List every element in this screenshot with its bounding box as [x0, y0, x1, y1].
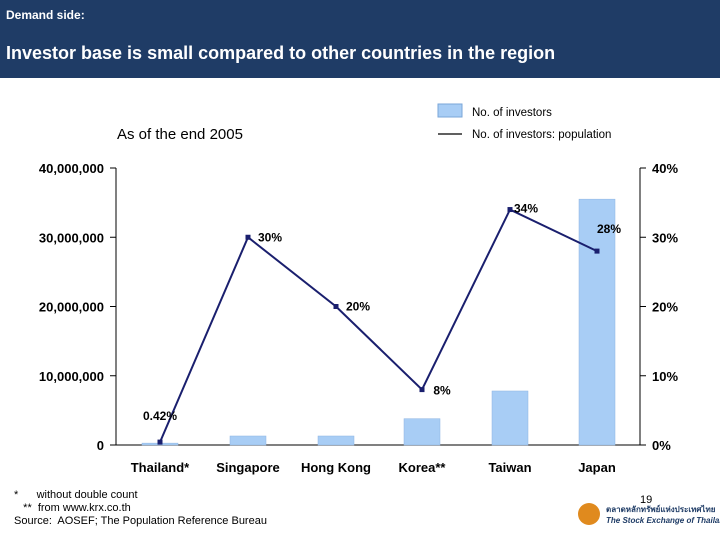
right-axis-tick-label: 0% — [652, 438, 671, 453]
title-banner: Demand side: Investor base is small comp… — [0, 0, 720, 78]
left-axis-tick-label: 40,000,000 — [39, 161, 104, 176]
page-number: 19 — [640, 494, 653, 506]
line-point — [507, 207, 513, 213]
category-label: Korea** — [399, 460, 447, 475]
line-point — [419, 387, 425, 393]
line-data-label: 34% — [514, 202, 538, 216]
set-logo-emblem — [578, 503, 600, 525]
bar — [229, 435, 267, 446]
line-point — [333, 304, 339, 309]
right-axis-tick-label: 40% — [652, 161, 678, 176]
footnote-1: * without double count — [14, 489, 138, 501]
chart-subtitle: As of the end 2005 — [117, 126, 243, 143]
category-label: Taiwan — [488, 460, 531, 475]
footnotes: * without double count ** from www.krx.c… — [14, 489, 267, 528]
legend-line-label: No. of investors: population — [472, 129, 611, 141]
category-label: Singapore — [216, 460, 280, 475]
line-point — [245, 234, 251, 240]
right-axis-tick-label: 10% — [652, 369, 678, 384]
legend-bar-label: No. of investors — [472, 107, 552, 119]
slide-headline: Investor base is small compared to other… — [6, 43, 556, 63]
bar — [317, 435, 355, 446]
section-kicker: Demand side: — [6, 8, 85, 22]
footnote-2: ** from www.krx.co.th — [14, 502, 131, 514]
category-label: Japan — [578, 460, 616, 475]
line-point — [157, 439, 163, 445]
line-point — [594, 248, 600, 254]
population-ratio-line — [159, 208, 598, 443]
right-axis-tick-label: 30% — [652, 230, 678, 245]
set-logo-thai-text: ตลาดหลักทรัพย์แห่งประเทศไทย — [606, 505, 716, 514]
right-axis-tick-label: 20% — [652, 300, 678, 315]
line-data-label: 8% — [433, 384, 451, 398]
bar — [403, 418, 441, 446]
line-data-label: 20% — [346, 300, 370, 314]
bar — [578, 198, 616, 446]
bar — [491, 390, 529, 446]
left-axis-tick-label: 10,000,000 — [39, 369, 104, 384]
line-data-label: 0.42% — [143, 409, 177, 423]
left-axis-tick-label: 30,000,000 — [39, 230, 104, 245]
category-label: Thailand* — [131, 460, 190, 475]
set-logo: ตลาดหลักทรัพย์แห่งประเทศไทย The Stock Ex… — [578, 500, 720, 534]
legend-bar-swatch — [437, 103, 463, 118]
left-axis-tick-label: 0 — [97, 438, 104, 453]
line-data-label: 30% — [258, 230, 282, 244]
category-label: Hong Kong — [301, 460, 371, 475]
line-data-label: 28% — [597, 222, 621, 236]
set-logo-english-text: The Stock Exchange of Thailand — [606, 516, 720, 525]
footnote-source: Source: AOSEF; The Population Reference … — [14, 515, 267, 527]
left-axis-tick-label: 20,000,000 — [39, 300, 104, 315]
